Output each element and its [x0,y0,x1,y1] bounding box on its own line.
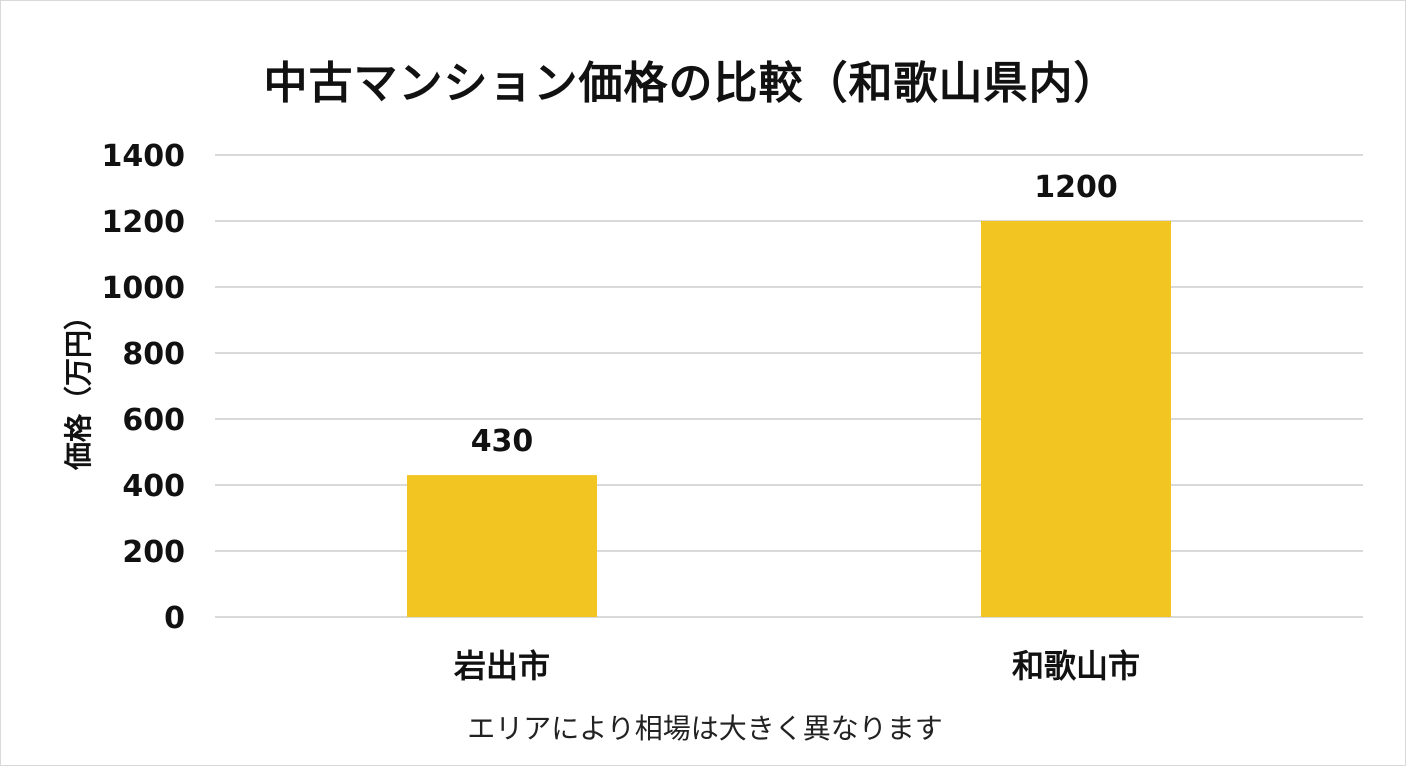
x-tick-label: 岩出市 [454,647,550,685]
bar [981,221,1171,617]
y-tick-label: 1200 [102,205,186,240]
x-tick-label: 和歌山市 [1012,647,1140,685]
chart-footnote: エリアにより相場は大きく異なります [467,712,943,745]
y-tick-label: 1400 [102,139,186,174]
chart-title: 中古マンション価格の比較（和歌山県内） [263,58,1119,109]
data-label: 1200 [1034,170,1118,205]
y-tick-label: 400 [122,469,185,504]
y-tick-label: 1000 [102,271,186,306]
data-label: 430 [471,424,534,459]
y-tick-label: 200 [122,535,185,570]
bar-chart: 0 200 400 600 800 1000 1200 1400 430 岩出市 1200 和歌山市 [102,139,1363,685]
bar [407,475,597,617]
y-tick-label: 800 [122,337,185,372]
y-tick-label: 0 [164,601,185,636]
y-tick-label: 600 [122,403,185,438]
